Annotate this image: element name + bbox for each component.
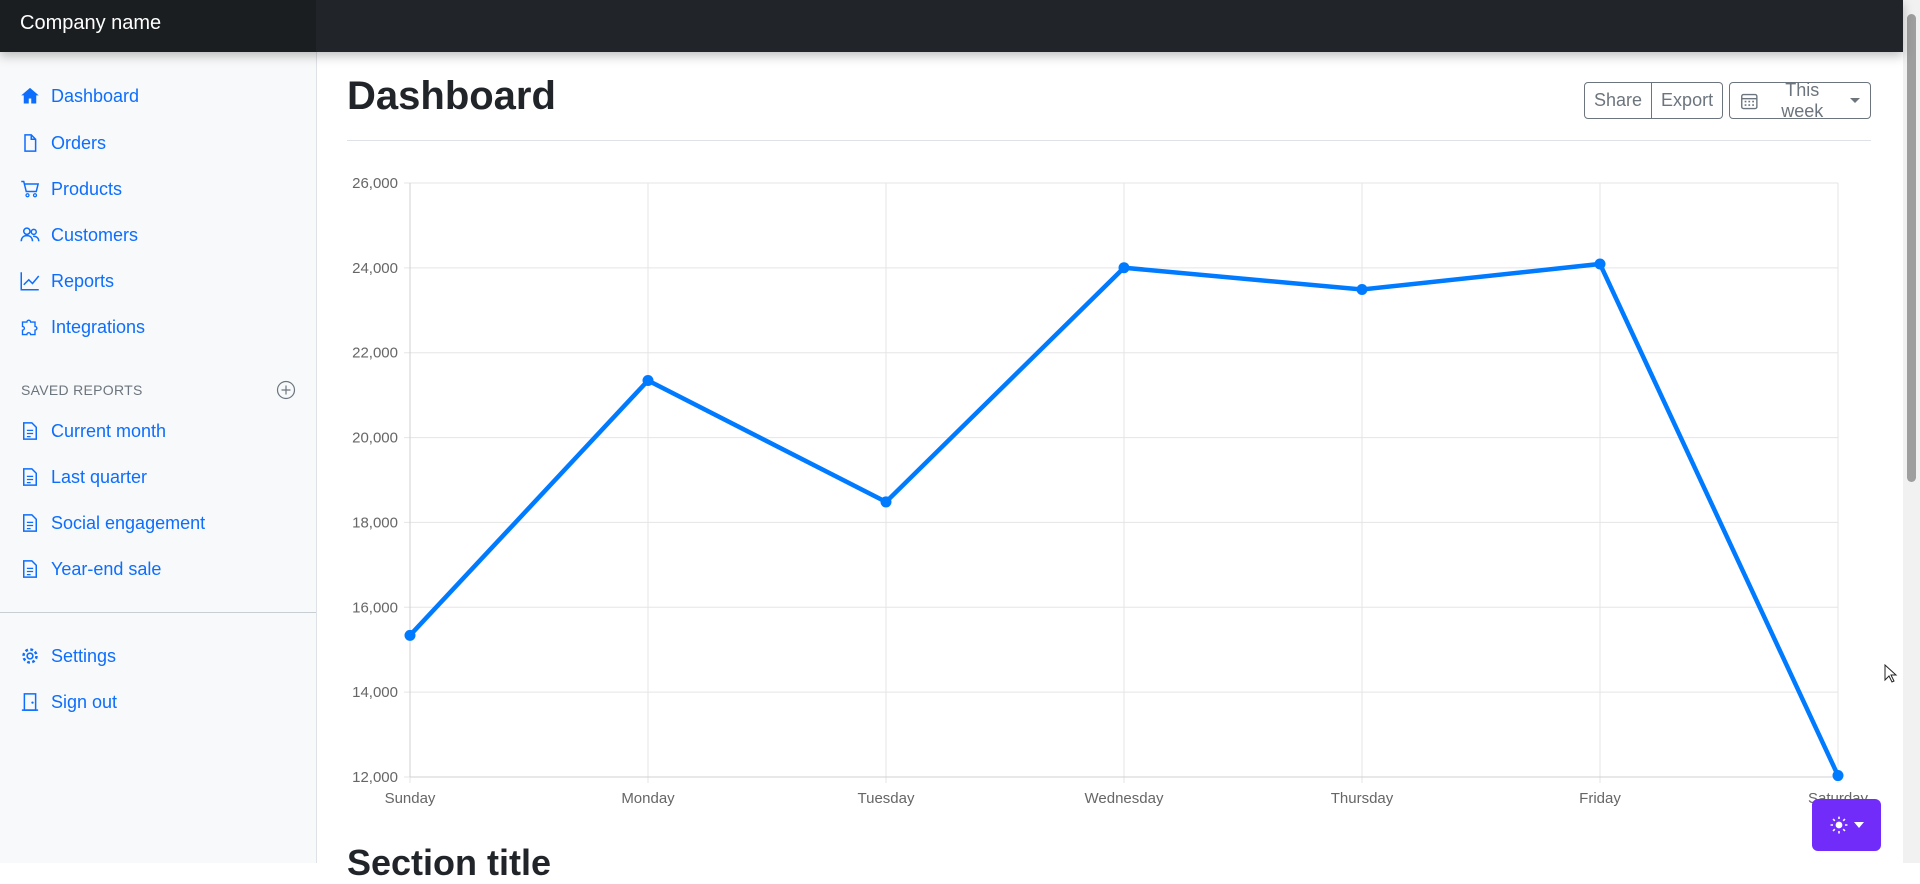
sidebar-item-label: Products bbox=[51, 178, 123, 199]
title-divider bbox=[347, 140, 1871, 141]
sidebar-item-label: Customers bbox=[51, 224, 139, 245]
y-tick-label: 14,000 bbox=[352, 684, 398, 701]
sidebar-item-label: Reports bbox=[51, 270, 115, 291]
top-navbar: Company name bbox=[0, 0, 1903, 52]
sidebar-item-products[interactable]: Products bbox=[20, 174, 122, 204]
brand-name[interactable]: Company name bbox=[0, 0, 316, 52]
data-point bbox=[1832, 770, 1844, 782]
x-tick-label: Monday bbox=[621, 790, 675, 807]
share-button[interactable]: Share bbox=[1584, 82, 1653, 119]
sidebar-item-label: Year-end sale bbox=[51, 558, 162, 579]
file-text-icon bbox=[23, 560, 37, 578]
sun-icon bbox=[1830, 816, 1847, 834]
data-point bbox=[880, 496, 892, 508]
section-title: Section title bbox=[347, 842, 552, 883]
sidebar-item-label: Sign out bbox=[51, 691, 118, 712]
sidebar-item-label: Integrations bbox=[51, 316, 146, 337]
calendar-icon bbox=[1741, 93, 1758, 109]
plus-circle-icon[interactable] bbox=[276, 380, 296, 400]
x-tick-label: Thursday bbox=[1331, 790, 1394, 807]
sidebar-item-integrations[interactable]: Integrations bbox=[20, 312, 145, 342]
file-text-icon bbox=[23, 422, 37, 440]
y-tick-label: 22,000 bbox=[352, 345, 398, 362]
x-tick-label: Friday bbox=[1579, 790, 1621, 807]
file-text-icon bbox=[23, 468, 37, 486]
sidebar-item-dashboard[interactable]: Dashboard bbox=[20, 81, 139, 111]
sidebar-item-label: Orders bbox=[51, 132, 107, 153]
sidebar-item-label: Social engagement bbox=[51, 512, 206, 533]
y-tick-label: 16,000 bbox=[352, 599, 398, 616]
house-icon bbox=[21, 87, 39, 104]
data-point bbox=[642, 375, 654, 387]
page-title: Dashboard bbox=[347, 74, 556, 118]
share-export-button-group: Share Export bbox=[1584, 82, 1724, 119]
scrollbar-thumb[interactable] bbox=[1907, 14, 1916, 482]
sidebar-item-sign-out[interactable]: Sign out bbox=[20, 687, 117, 717]
saved-reports-heading: SAVED REPORTS bbox=[21, 382, 143, 398]
cart-icon bbox=[21, 180, 40, 198]
puzzle-icon bbox=[21, 319, 38, 336]
sidebar-item-label: Settings bbox=[51, 645, 117, 666]
y-tick-label: 24,000 bbox=[352, 260, 398, 277]
export-button[interactable]: Export bbox=[1652, 82, 1724, 119]
period-label: This week bbox=[1781, 79, 1824, 121]
x-tick-label: Tuesday bbox=[858, 790, 915, 807]
sidebar-item-label: Dashboard bbox=[51, 85, 140, 106]
theme-toggle-button[interactable] bbox=[1812, 799, 1881, 851]
mouse-cursor-icon bbox=[1884, 664, 1898, 683]
sidebar-item-label: Current month bbox=[51, 420, 167, 441]
gear-icon bbox=[22, 648, 38, 664]
sidebar-item-customers[interactable]: Customers bbox=[20, 220, 138, 250]
x-tick-label: Sunday bbox=[385, 790, 436, 807]
people-icon bbox=[20, 227, 40, 242]
period-dropdown[interactable]: This week bbox=[1729, 79, 1871, 121]
chevron-down-icon bbox=[1853, 822, 1864, 828]
graph-icon bbox=[20, 272, 40, 291]
data-point bbox=[404, 629, 416, 641]
y-tick-label: 18,000 bbox=[352, 514, 398, 531]
y-tick-label: 12,000 bbox=[352, 769, 398, 786]
sidebar-divider bbox=[0, 612, 316, 613]
sidebar-item-current-month[interactable]: Current month bbox=[20, 416, 166, 446]
x-tick-label: Wednesday bbox=[1085, 790, 1164, 807]
y-tick-label: 26,000 bbox=[352, 175, 398, 192]
door-icon bbox=[21, 693, 39, 711]
file-text-icon bbox=[23, 514, 37, 532]
sidebar-item-orders[interactable]: Orders bbox=[20, 128, 106, 158]
y-tick-label: 20,000 bbox=[352, 430, 398, 447]
line-chart: 12,000 14,000 16,000 18,000 20,000 22,000 24,0… bbox=[352, 175, 1868, 807]
sidebar-item-year-end-sale[interactable]: Year-end sale bbox=[20, 554, 161, 584]
data-point bbox=[1118, 262, 1130, 274]
sidebar-item-label: Last quarter bbox=[51, 466, 148, 487]
sidebar-item-reports[interactable]: Reports bbox=[20, 266, 114, 296]
data-point bbox=[1594, 258, 1606, 270]
sidebar-item-social-engagement[interactable]: Social engagement bbox=[20, 508, 205, 538]
data-point bbox=[1356, 284, 1368, 296]
sidebar-item-last-quarter[interactable]: Last quarter bbox=[20, 462, 147, 492]
chevron-down-icon bbox=[1850, 98, 1860, 103]
page-scrollbar[interactable] bbox=[1903, 0, 1920, 863]
sidebar: Dashboard Orders Products Customers Repo… bbox=[0, 52, 317, 863]
file-icon bbox=[24, 134, 37, 152]
sidebar-item-settings[interactable]: Settings bbox=[20, 641, 116, 671]
